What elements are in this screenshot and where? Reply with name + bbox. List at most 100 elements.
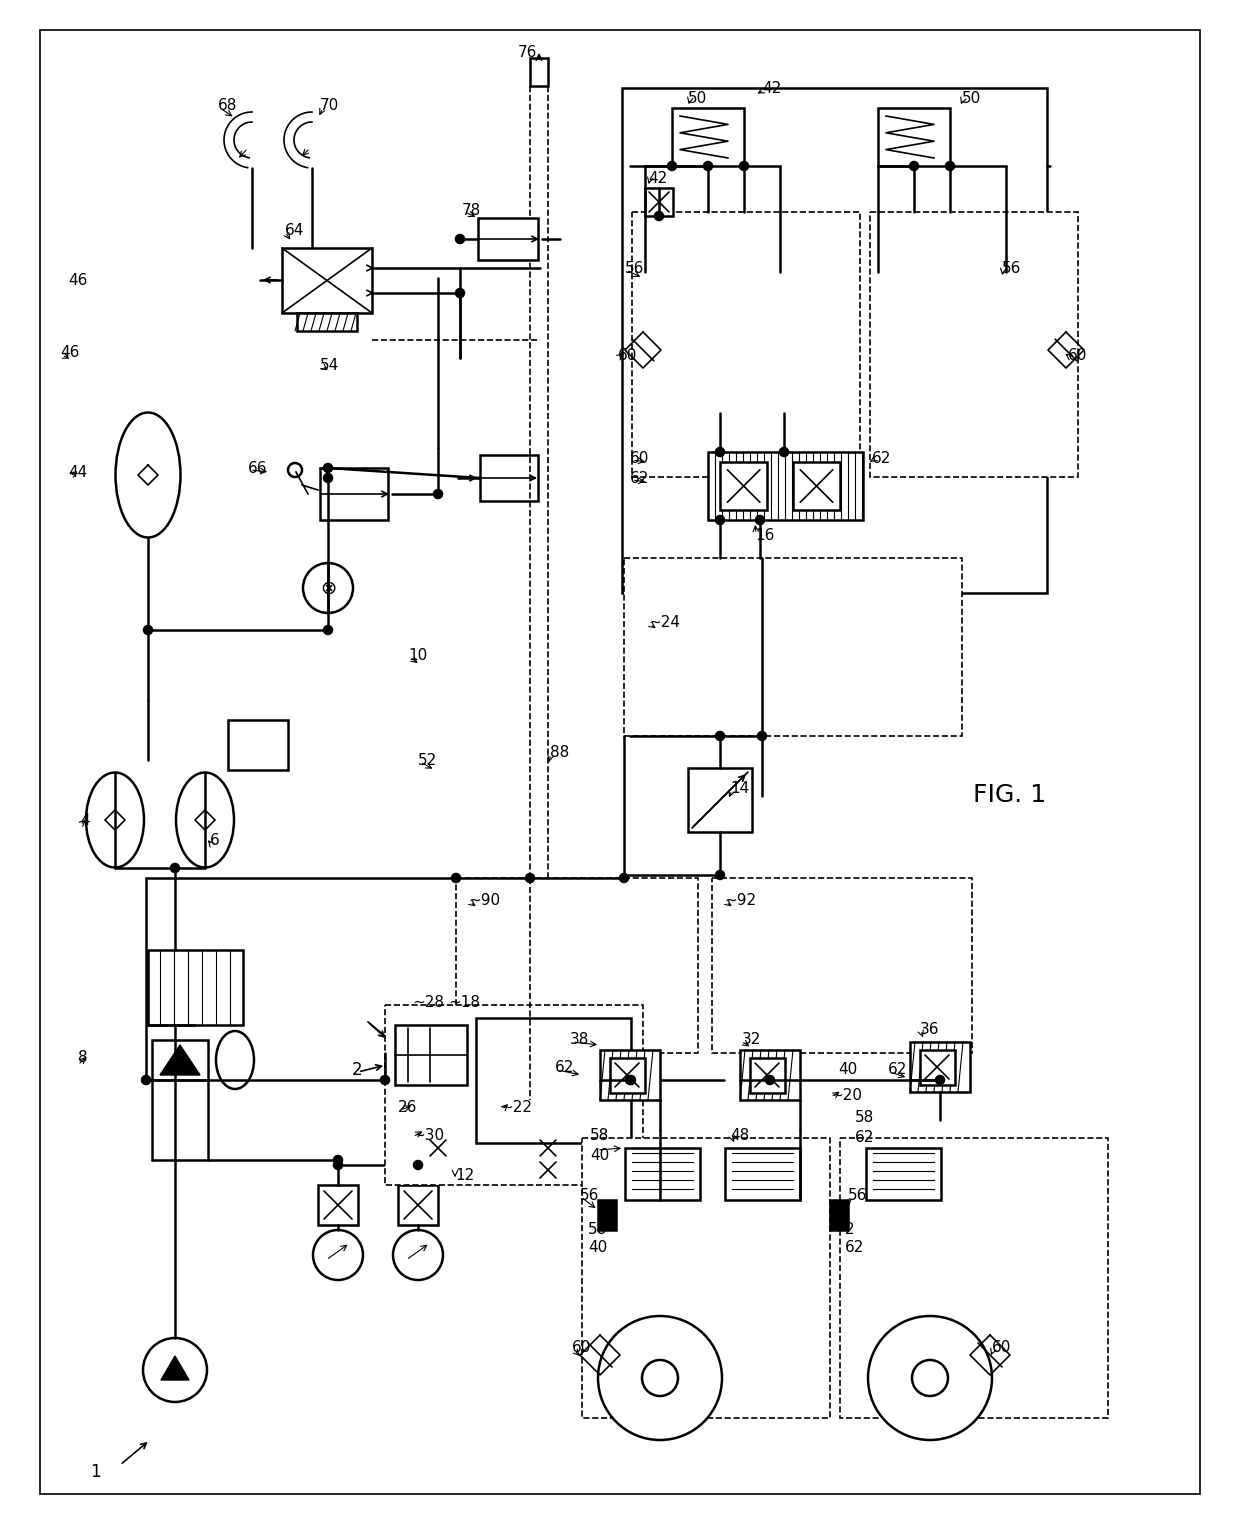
Text: 56: 56 [580,1187,599,1202]
Circle shape [598,1317,722,1440]
Bar [598,1199,616,1230]
Circle shape [756,517,764,524]
Text: 46: 46 [60,344,79,360]
Circle shape [766,1076,774,1084]
Circle shape [393,1230,443,1280]
Text: 38: 38 [570,1032,589,1047]
Bar [645,187,673,216]
Text: 54: 54 [320,358,340,372]
Polygon shape [160,1045,200,1074]
Text: ~30: ~30 [412,1128,444,1143]
Text: 4: 4 [81,812,89,828]
Text: 50: 50 [688,90,707,105]
Text: 76: 76 [518,44,537,59]
Text: 10: 10 [408,648,428,663]
Text: 2: 2 [352,1061,362,1079]
Circle shape [740,162,748,171]
Circle shape [626,1076,634,1084]
Bar [720,462,766,511]
Bar [384,1004,644,1186]
Text: 46: 46 [68,273,87,288]
Circle shape [910,162,918,171]
Text: 64: 64 [285,223,304,238]
Text: 44: 44 [68,465,87,480]
Bar [398,1186,438,1225]
Text: ~28: ~28 [412,995,444,1009]
Text: 56: 56 [848,1187,867,1202]
Bar [830,1199,848,1230]
Text: 62: 62 [556,1061,574,1076]
Text: 2: 2 [844,1222,854,1237]
Text: 50: 50 [962,90,981,105]
Circle shape [324,463,332,472]
Text: ~92: ~92 [724,893,756,907]
Text: ~24: ~24 [649,614,680,629]
Circle shape [312,1230,363,1280]
Circle shape [627,1076,635,1084]
Text: ~90: ~90 [467,893,500,907]
Text: ~18: ~18 [448,995,480,1009]
Text: FIG. 1: FIG. 1 [973,783,1047,808]
Bar [476,1018,631,1143]
Circle shape [715,448,724,456]
Text: 58: 58 [856,1111,874,1126]
Bar [839,1138,1109,1417]
Bar [456,878,698,1053]
Bar [725,1148,800,1199]
Bar [480,456,538,501]
Circle shape [906,297,1023,413]
Ellipse shape [176,773,234,867]
Text: 16: 16 [755,527,774,543]
Circle shape [655,212,663,219]
Circle shape [868,1317,992,1440]
Bar [688,768,751,832]
Text: $\otimes$: $\otimes$ [320,579,336,597]
Text: 58: 58 [588,1222,608,1237]
Text: 40: 40 [590,1148,609,1163]
Text: 60: 60 [630,451,650,465]
Bar [866,1148,941,1199]
Text: 78: 78 [463,203,481,218]
Bar [298,312,357,331]
Text: 14: 14 [730,780,749,796]
Circle shape [947,337,983,373]
Text: 42: 42 [763,81,781,96]
Circle shape [936,1076,944,1084]
Text: 62: 62 [888,1062,908,1077]
Circle shape [453,873,460,882]
Circle shape [704,162,712,171]
Bar [992,271,1006,303]
Circle shape [758,732,766,741]
Circle shape [780,448,787,456]
Bar [920,1050,955,1085]
Text: 56: 56 [1002,261,1022,276]
Bar [320,468,388,520]
Circle shape [946,162,954,171]
Ellipse shape [115,413,181,538]
Text: 56: 56 [625,261,645,276]
Text: 8: 8 [78,1050,88,1065]
Text: 70: 70 [320,98,340,113]
Circle shape [324,474,332,482]
Bar [625,1148,701,1199]
Circle shape [642,1359,678,1396]
Text: 6: 6 [210,832,219,847]
Circle shape [668,162,676,171]
Text: 48: 48 [730,1128,749,1143]
Bar [582,1138,830,1417]
Text: 40: 40 [838,1062,857,1077]
Bar [317,1186,358,1225]
Circle shape [143,1076,150,1084]
Circle shape [911,1359,949,1396]
Text: 62: 62 [844,1241,864,1256]
Text: 58: 58 [590,1128,609,1143]
Circle shape [456,235,464,242]
Circle shape [620,873,627,882]
Text: 62: 62 [856,1131,874,1146]
Bar [624,558,962,736]
Text: 60: 60 [992,1341,1012,1355]
Text: 32: 32 [742,1032,761,1047]
Text: 52: 52 [418,753,438,768]
Text: 42: 42 [649,171,667,186]
Bar [794,462,839,511]
